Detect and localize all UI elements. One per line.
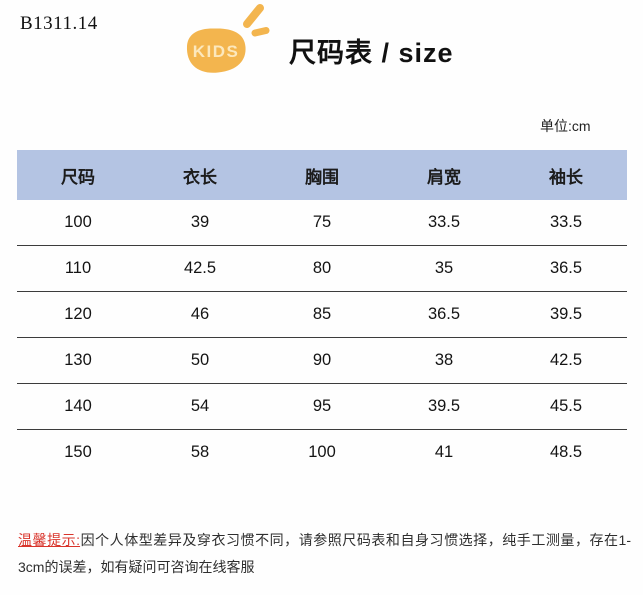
- cell-chest: 80: [312, 259, 332, 277]
- cell-sleeve: 36.5: [549, 259, 583, 277]
- cell-chest: 95: [312, 397, 332, 415]
- cell-sleeve: 33.5: [549, 213, 583, 231]
- cell-shoulder: 41: [434, 443, 454, 461]
- footer-notice: 温馨提示:因个人体型差异及穿衣习惯不同，请参照尺码表和自身习惯选择，纯手工测量，…: [18, 527, 631, 581]
- cell-length: 39: [190, 213, 210, 231]
- cell-size: 100: [64, 213, 92, 231]
- page-title: 尺码表 / size: [289, 38, 454, 68]
- table-row: 130 50 90 38 42.5: [17, 338, 627, 384]
- cell-sleeve: 45.5: [549, 397, 583, 415]
- kids-badge-blob: [186, 28, 246, 73]
- cell-shoulder: 35: [434, 259, 454, 277]
- cell-length: 58: [190, 443, 210, 461]
- column-header-shoulder: 肩宽: [427, 167, 461, 187]
- unit-label: 单位:cm: [540, 118, 591, 134]
- cell-sleeve: 42.5: [549, 351, 583, 369]
- cell-length: 50: [190, 351, 210, 369]
- column-header-length: 衣长: [183, 167, 217, 187]
- kids-badge-svg: KIDS: [186, 4, 270, 73]
- table-row: 140 54 95 39.5 45.5: [17, 384, 627, 430]
- table-row: 110 42.5 80 35 36.5: [17, 246, 627, 292]
- size-table: 尺码 衣长 胸围 肩宽 袖长 100 39 75 33.5 33.5 110 4…: [17, 150, 627, 475]
- sparkle-stroke-large-icon: [243, 4, 264, 28]
- cell-size: 130: [64, 351, 92, 369]
- notice-text: 因个人体型差异及穿衣习惯不同，请参照尺码表和自身习惯选择，纯手工测量，存在1-3…: [18, 532, 632, 575]
- cell-chest: 75: [312, 213, 332, 231]
- product-code: B1311.14: [20, 13, 98, 34]
- cell-size: 140: [64, 397, 92, 415]
- kids-badge-icon: KIDS: [180, 0, 285, 82]
- cell-size: 110: [64, 259, 92, 277]
- table-row: 100 39 75 33.5 33.5: [17, 200, 627, 246]
- cell-sleeve: 48.5: [549, 443, 583, 461]
- cell-shoulder: 39.5: [427, 397, 461, 415]
- cell-size: 150: [64, 443, 92, 461]
- cell-chest: 100: [308, 443, 336, 461]
- cell-sleeve: 39.5: [549, 305, 583, 323]
- cell-shoulder: 36.5: [427, 305, 461, 323]
- cell-chest: 85: [312, 305, 332, 323]
- notice-label: 温馨提示:: [18, 532, 81, 548]
- cell-length: 54: [190, 397, 210, 415]
- table-row: 120 46 85 36.5 39.5: [17, 292, 627, 338]
- cell-length: 46: [190, 305, 210, 323]
- table-header-row: 尺码 衣长 胸围 肩宽 袖长: [17, 150, 627, 200]
- cell-size: 120: [64, 305, 92, 323]
- sparkle-stroke-small-icon: [251, 27, 270, 37]
- column-header-sleeve: 袖长: [549, 167, 583, 187]
- column-header-chest: 胸围: [305, 167, 339, 187]
- cell-chest: 90: [312, 351, 332, 369]
- column-header-size: 尺码: [61, 167, 95, 187]
- kids-badge-text: KIDS: [193, 42, 240, 61]
- table-row: 150 58 100 41 48.5: [17, 430, 627, 475]
- cell-shoulder: 38: [434, 351, 454, 369]
- cell-length: 42.5: [183, 259, 217, 277]
- cell-shoulder: 33.5: [427, 213, 461, 231]
